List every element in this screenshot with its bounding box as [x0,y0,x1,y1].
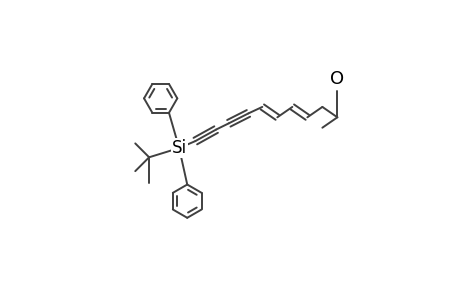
Text: O: O [330,70,344,88]
Text: Si: Si [171,139,186,157]
